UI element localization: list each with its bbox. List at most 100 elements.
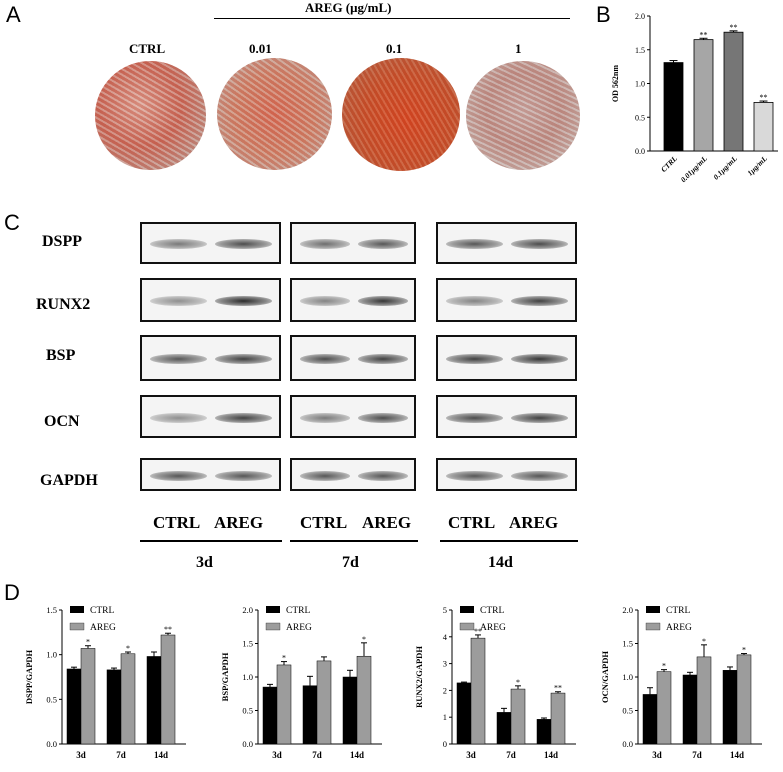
lane-label-areg-3d: AREG [214,513,264,532]
blot-dspp-14d [436,222,577,264]
y-tick-label: 2.0 [622,605,633,615]
blot-ocn-14d [436,395,577,438]
legend-swatch-areg [265,622,281,631]
y-tick-label: 3 [443,659,447,669]
y-tick-label: 4 [443,632,448,642]
underline-7d [290,540,418,542]
bar-areg [470,637,486,745]
bar-ctrl [66,668,82,745]
band-ctrl [150,470,207,481]
dish-label-001: 0.01 [249,41,272,56]
band-ctrl [150,296,207,306]
y-tick-label: 1.0 [622,672,633,682]
od562-bar-chart: 0.0 0.5 1.0 1.5 2.0 OD 562nm CTRL ** 0.01μg/mL **… [611,12,778,184]
legend-label-areg: AREG [90,623,116,633]
bar-ctrl [682,674,698,745]
y-tick-label: 2.0 [635,12,645,21]
legend-swatch-areg [69,622,85,631]
x-tick-label: 3d [76,750,86,760]
bar-areg [656,671,672,745]
x-tick-label: 3d [466,750,476,760]
legend-swatch-ctrl [266,606,280,613]
y-tick-label: 1.0 [242,672,253,682]
y-tick-label: 2 [443,685,447,695]
bar-areg [550,692,566,745]
bar-ctrl [536,719,552,745]
legend-label-areg: AREG [666,623,692,633]
bar [693,39,714,152]
blot-runx2-14d [436,278,577,322]
blot-gapdh-14d [436,458,577,491]
day-label-14d: 14d [488,554,513,571]
blot-runx2-7d [290,278,416,322]
legend-swatch-areg [459,622,475,631]
stained-dish-01 [342,58,460,171]
blot-gapdh-3d [140,458,281,491]
dish-label-1: 1 [515,41,522,56]
x-tick-label: 14d [544,750,558,760]
band-areg [357,239,408,249]
panel-label-a: A [6,2,21,27]
x-tick-label: 7d [116,750,126,760]
legend-label-ctrl: CTRL [480,606,504,616]
bar-areg [356,655,372,745]
band-areg [511,412,568,423]
bar-areg [80,648,96,745]
bar-ctrl [456,682,472,745]
bar-ctrl [146,656,162,745]
day-label-3d: 3d [196,554,213,571]
dish-label-ctrl: CTRL [129,41,166,56]
row-label-ocn: OCN [44,413,80,430]
significance-mark: * [362,635,366,644]
lane-label-areg-7d: AREG [362,513,412,532]
blot-gapdh-7d [290,458,416,491]
row-label-gapdh: GAPDH [40,472,98,489]
y-axis-label: RUNX2/GAPDH [414,646,424,708]
bar-ctrl [262,686,278,745]
y-tick-label: 1.5 [242,639,253,649]
y-tick-label: 1.5 [622,639,633,649]
bar [753,102,774,152]
band-ctrl [150,239,207,249]
significance-mark: * [516,678,520,687]
band-areg [511,239,568,249]
significance-mark: * [126,644,130,653]
significance-mark: ** [474,627,482,636]
x-tick-label: 0.1μg/mL [711,154,739,182]
y-tick-label: 1.5 [635,46,645,55]
dspp-gapdh-chart: 0.00.51.01.5DSPP/GAPDHCTRLAREG*3d*7d**14… [24,605,186,760]
band-ctrl [150,354,207,364]
y-tick-label: 1.0 [46,650,57,660]
y-tick-label: 0.0 [635,147,645,156]
areg-group-line [214,18,570,19]
y-tick-label: 0.0 [622,739,633,749]
y-tick-label: 0.5 [622,706,633,716]
bar-ctrl [106,669,122,745]
x-tick-label: 7d [506,750,516,760]
panel-label-c: C [4,210,20,235]
y-tick-label: 0.5 [242,706,253,716]
y-tick-label: 1.5 [46,605,57,615]
significance-mark: * [742,646,746,655]
bar [723,31,744,152]
bar-ctrl [496,712,512,745]
band-ctrl [446,296,503,306]
legend-label-ctrl: CTRL [286,606,310,616]
blot-dspp-7d [290,222,416,264]
band-areg [357,296,408,306]
blot-dspp-3d [140,222,281,264]
band-ctrl [299,239,350,249]
legend-label-ctrl: CTRL [90,606,114,616]
bar-ctrl [342,676,358,745]
band-ctrl [150,412,207,423]
blot-bsp-7d [290,335,416,381]
lane-label-ctrl-7d: CTRL [300,513,348,532]
significance-mark: * [86,638,90,647]
blot-ocn-7d [290,395,416,438]
x-tick-label: 14d [154,750,168,760]
bar-areg [510,688,526,745]
y-axis-label: BSP/GAPDH [220,652,230,701]
legend-label-areg: AREG [480,623,506,633]
y-axis-label: OD 562nm [611,65,620,102]
